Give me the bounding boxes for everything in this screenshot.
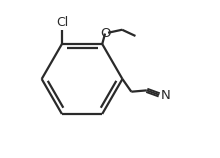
Text: N: N: [161, 89, 171, 102]
Text: O: O: [100, 27, 110, 40]
Text: Cl: Cl: [56, 16, 68, 29]
